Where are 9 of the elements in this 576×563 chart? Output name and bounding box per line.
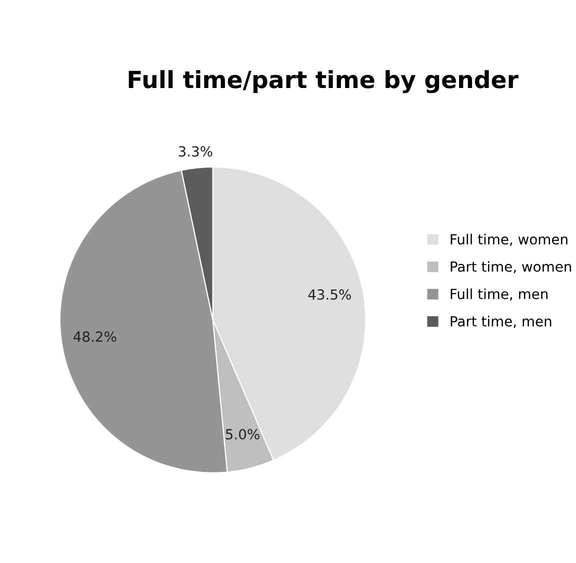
chart-title: Full time/part time by gender bbox=[128, 70, 518, 94]
legend-label: Full time, women bbox=[450, 234, 568, 246]
legend-label: Part time, men bbox=[450, 316, 552, 328]
legend-label: Part time, women bbox=[450, 261, 572, 274]
data-label: 48.2% bbox=[74, 331, 116, 342]
data-label: 43.5% bbox=[308, 289, 351, 300]
legend-label: Full time, men bbox=[450, 288, 548, 301]
data-label: 3.3% bbox=[178, 146, 212, 157]
data-label: 5.0% bbox=[226, 428, 260, 440]
